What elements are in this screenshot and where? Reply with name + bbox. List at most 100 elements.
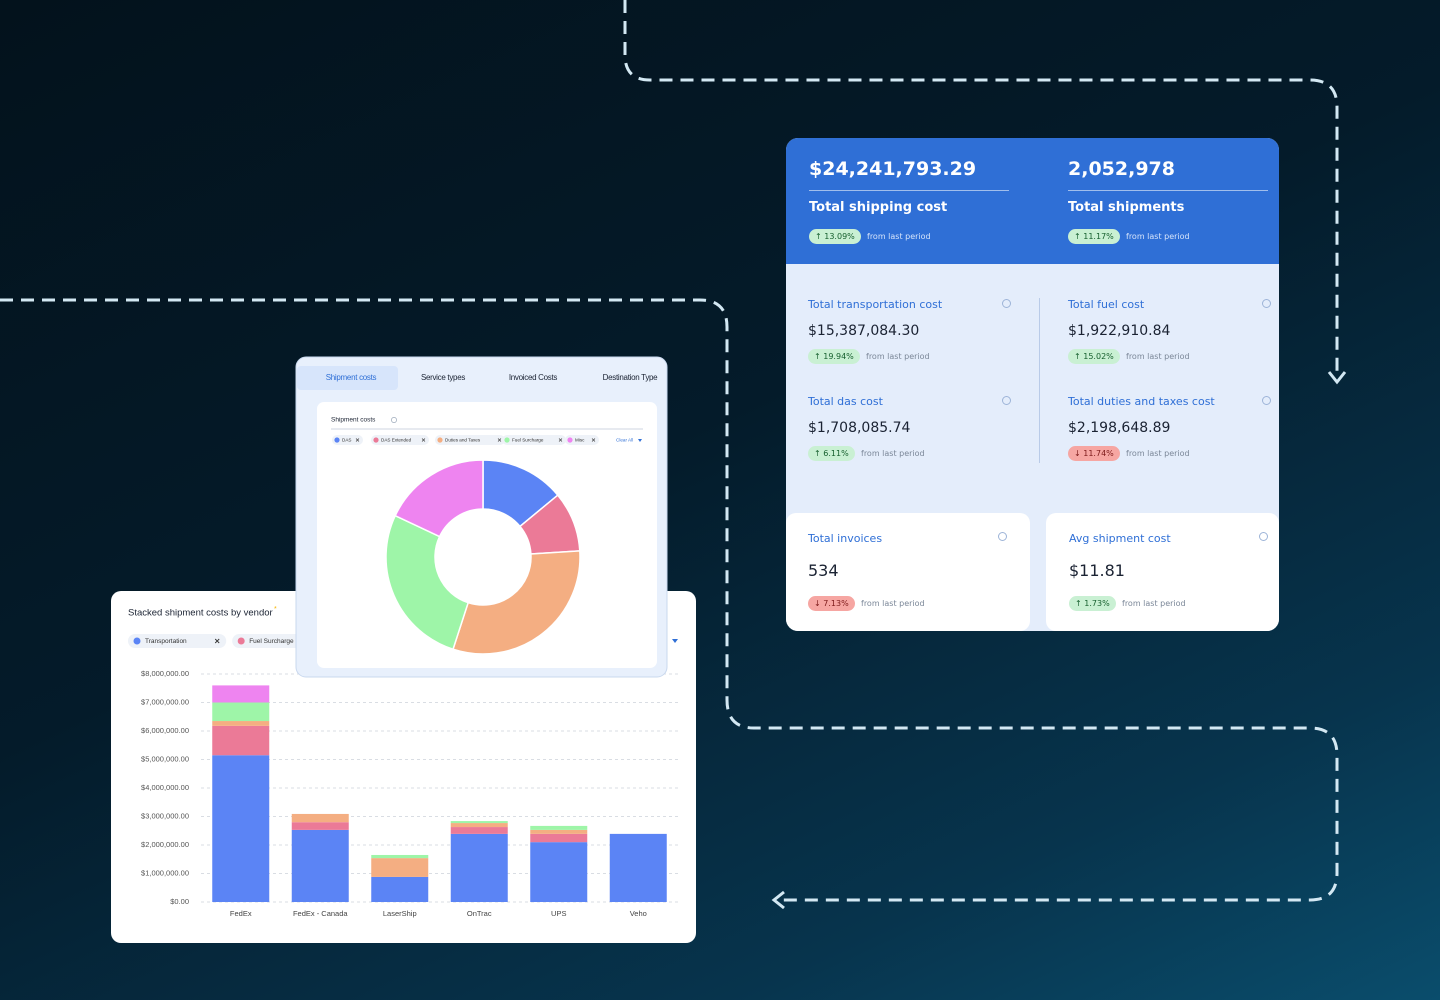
kpi-panel: $24,241,793.29 Total shipping cost 13.09% f… — [786, 138, 1279, 631]
bar-segment — [291, 813, 349, 823]
kpi-label: Total shipping cost — [809, 200, 948, 215]
chart-title: Stacked shipment costs by vendor — [128, 608, 273, 619]
active-tab[interactable] — [297, 366, 398, 390]
help-icon[interactable] — [1002, 299, 1011, 308]
change-badge: 6.11% — [808, 446, 855, 461]
filter-chip[interactable] — [565, 435, 599, 445]
help-icon[interactable] — [998, 532, 1007, 541]
help-icon[interactable] — [1002, 396, 1011, 405]
connector — [623, 0, 1339, 378]
change-badge: 11.74% — [1068, 446, 1120, 461]
filter-label: DAS Extended — [381, 438, 412, 443]
change-badge: 19.94% — [808, 349, 860, 364]
bar-segment — [212, 685, 270, 703]
y-tick-label: $3,000,000.00 — [141, 811, 189, 820]
arrow-head — [1327, 371, 1347, 385]
arrow-head — [771, 890, 785, 910]
y-tick-label: $8,000,000.00 — [141, 669, 189, 678]
tab[interactable]: Destination Type — [603, 373, 659, 382]
change-note: from last period — [1126, 232, 1190, 241]
chip-close — [558, 438, 563, 442]
bar-segment — [450, 823, 508, 828]
x-tick-label: Veho — [630, 909, 647, 918]
filter-chip[interactable] — [332, 435, 363, 445]
metric-label: Total duties and taxes cost — [1068, 395, 1215, 408]
change-note: from last period — [861, 449, 925, 458]
tab[interactable]: Service types — [421, 373, 466, 382]
x-tick-label: UPS — [551, 909, 566, 918]
legend-swatch — [237, 637, 245, 645]
bar-segment — [450, 827, 508, 834]
change-badge: 15.02% — [1068, 349, 1120, 364]
dropdown[interactable] — [638, 439, 642, 442]
chip-close — [497, 438, 502, 442]
metric-label: Total das cost — [808, 395, 883, 408]
help-icon[interactable] — [1262, 299, 1271, 308]
card-label: Avg shipment cost — [1069, 532, 1171, 545]
connector-lines — [0, 0, 1339, 902]
y-tick-label: $4,000,000.00 — [141, 783, 189, 792]
filter-swatch — [334, 437, 340, 443]
change-note: from last period — [1126, 352, 1190, 361]
donut-slice — [385, 514, 470, 651]
kpi-card — [786, 513, 1030, 631]
chart-title: Shipment costs — [331, 417, 376, 424]
bar-segment — [530, 833, 588, 843]
kpi-label: Total shipments — [1068, 200, 1185, 215]
kpi-header: $24,241,793.29 Total shipping cost 13.09% f… — [786, 138, 1279, 264]
legend-chip[interactable] — [128, 634, 227, 648]
help-icon[interactable] — [391, 417, 397, 423]
bar-segment — [371, 858, 429, 877]
chip-close — [421, 438, 426, 442]
card-value: $11.81 — [1069, 561, 1125, 580]
donut-slice — [394, 459, 484, 538]
bar-segment — [530, 829, 588, 834]
dropdown[interactable] — [672, 639, 678, 643]
change-badge: 11.17% — [1068, 229, 1120, 244]
bar-segment — [212, 721, 270, 726]
tab[interactable]: Invoiced Costs — [509, 373, 558, 382]
card-value: 534 — [808, 561, 839, 580]
bar-segment — [530, 842, 588, 902]
bar-segment — [371, 854, 429, 859]
filter-swatch — [437, 437, 443, 443]
y-tick-label: $5,000,000.00 — [141, 754, 189, 763]
title-star: * — [274, 606, 277, 613]
bar-segment — [212, 725, 270, 756]
filter-chip[interactable] — [435, 435, 505, 445]
filter-label: DAS — [342, 438, 351, 443]
clear-filters[interactable]: Clear All — [616, 438, 633, 443]
legend-label: Fuel Surcharge — [249, 638, 294, 645]
change-note: from last period — [861, 599, 925, 608]
bar-segment — [371, 876, 429, 902]
filter-chip[interactable] — [371, 435, 429, 445]
y-tick-label: $1,000,000.00 — [141, 868, 189, 877]
y-tick-label: $2,000,000.00 — [141, 840, 189, 849]
change-note: from last period — [867, 232, 931, 241]
tab[interactable]: Shipment costs — [326, 373, 377, 382]
bar-segment — [212, 755, 270, 902]
connector — [0, 298, 1339, 902]
chip-close — [591, 438, 596, 442]
card-label: Total invoices — [808, 532, 883, 545]
change-badge: 7.13% — [808, 596, 855, 611]
filter-swatch — [567, 437, 573, 443]
metric-value: $1,922,910.84 — [1068, 323, 1171, 339]
chip-close — [355, 438, 360, 442]
y-tick-label: $7,000,000.00 — [141, 697, 189, 706]
filter-swatch — [504, 437, 510, 443]
help-icon[interactable] — [1259, 532, 1268, 541]
legend-label: Transportation — [145, 638, 187, 645]
help-icon[interactable] — [1262, 396, 1271, 405]
metric-value: $2,198,648.89 — [1068, 420, 1171, 436]
change-badge: 1.73% — [1069, 596, 1116, 611]
x-tick-label: LaserShip — [383, 909, 417, 918]
y-tick-label: $6,000,000.00 — [141, 726, 189, 735]
x-tick-label: OnTrac — [467, 909, 492, 918]
filter-chip[interactable] — [502, 435, 566, 445]
chip-close — [214, 638, 220, 644]
change-note: from last period — [1122, 599, 1186, 608]
metric-value: $15,387,084.30 — [808, 323, 920, 339]
kpi-value: 2,052,978 — [1068, 158, 1175, 180]
